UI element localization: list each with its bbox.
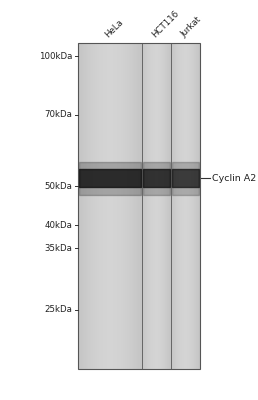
Text: 100kDa: 100kDa	[39, 52, 72, 61]
Text: 25kDa: 25kDa	[45, 306, 72, 314]
Text: 35kDa: 35kDa	[45, 244, 72, 253]
Text: Cyclin A2: Cyclin A2	[212, 174, 257, 183]
Text: Jurkat: Jurkat	[179, 15, 203, 39]
Bar	[78, 43, 200, 368]
Text: HCT116: HCT116	[150, 9, 180, 39]
Text: 50kDa: 50kDa	[45, 182, 72, 191]
Text: 70kDa: 70kDa	[45, 110, 72, 119]
Text: HeLa: HeLa	[104, 18, 125, 39]
Text: 40kDa: 40kDa	[45, 221, 72, 230]
